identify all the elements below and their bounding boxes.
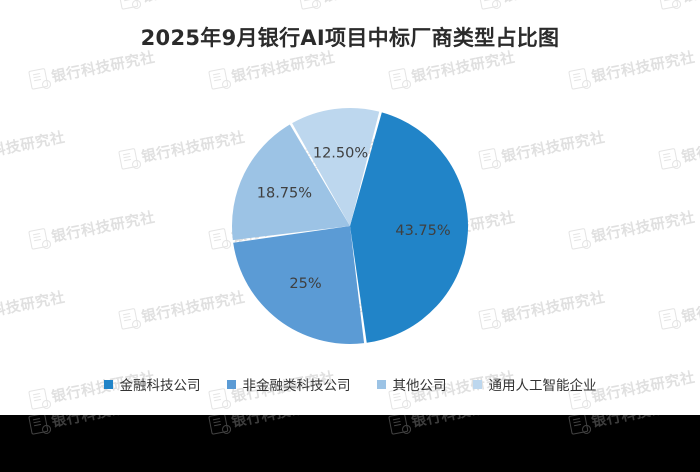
watermark-text: 银行科技研究社 <box>680 0 700 7</box>
pie-slice <box>231 124 350 241</box>
watermark-text: 银行科技研究社 <box>590 415 697 432</box>
document-icon <box>208 415 229 435</box>
watermark: 银行科技研究社 <box>0 286 67 331</box>
document-icon <box>658 147 679 170</box>
pie-slice-label: 43.75% <box>395 223 450 239</box>
document-icon <box>28 67 49 90</box>
chart-canvas: 2025年9月银行AI项目中标厂商类型占比图 43.75% 25% 18.75% 12… <box>0 0 700 415</box>
pie-slice-label: 18.75% <box>257 186 312 202</box>
watermark-text: 银行科技研究社 <box>0 289 67 326</box>
pie-label-group: 43.75% 25% 18.75% 12.50% <box>257 146 451 293</box>
pie-slice <box>292 107 380 226</box>
watermark: 银行科技研究社 <box>568 415 697 436</box>
watermark-text: 银行科技研究社 <box>50 49 157 86</box>
document-icon <box>478 0 499 10</box>
document-icon <box>208 67 229 90</box>
watermark-text: 银行科技研究社 <box>680 129 700 166</box>
watermark-text: 银行科技研究社 <box>140 129 247 166</box>
pie-slice-label: 12.50% <box>313 146 368 162</box>
watermark: 银行科技研究社 <box>388 415 517 436</box>
watermark-text: 银行科技研究社 <box>500 0 607 7</box>
legend-item[interactable]: 金融科技公司 <box>103 374 201 394</box>
legend-item-label: 通用人工智能企业 <box>488 378 597 394</box>
chart-title: 2025年9月银行AI项目中标厂商类型占比图 <box>140 26 560 50</box>
watermark: 银行科技研究社 <box>28 415 157 436</box>
legend-swatch-icon <box>376 379 386 389</box>
watermark: 银行科技研究社 <box>118 126 247 171</box>
watermark: 银行科技研究社 <box>208 415 337 436</box>
document-icon <box>28 227 49 250</box>
pie-slice <box>233 226 365 345</box>
document-icon <box>298 0 319 10</box>
watermark-text: 银行科技研究社 <box>0 129 67 166</box>
document-icon <box>118 0 139 10</box>
watermark-text: 银行科技研究社 <box>50 209 157 246</box>
watermark-text: 银行科技研究社 <box>230 49 337 86</box>
pie-slice <box>350 112 469 343</box>
pie-svg: 43.75% 25% 18.75% 12.50% <box>231 107 469 345</box>
document-icon <box>118 147 139 170</box>
watermark: 银行科技研究社 <box>568 46 697 91</box>
watermark-text: 银行科技研究社 <box>500 129 607 166</box>
document-icon <box>118 307 139 330</box>
document-icon <box>208 227 229 250</box>
pie-slice-group <box>231 107 469 345</box>
document-icon <box>478 307 499 330</box>
document-icon <box>658 307 679 330</box>
watermark-text: 银行科技研究社 <box>50 415 157 432</box>
watermark: 银行科技研究社 <box>388 46 517 91</box>
document-icon <box>388 415 409 435</box>
document-icon <box>658 0 679 10</box>
watermark: 银行科技研究社 <box>478 126 607 171</box>
watermark: 银行科技研究社 <box>28 206 157 251</box>
document-icon <box>568 227 589 250</box>
document-icon <box>28 415 49 435</box>
document-icon <box>568 67 589 90</box>
watermark-text: 银行科技研究社 <box>320 0 427 7</box>
legend-swatch-icon <box>103 379 113 389</box>
watermark: 银行科技研究社 <box>28 46 157 91</box>
watermark-text: 银行科技研究社 <box>680 289 700 326</box>
watermark: 银行科技研究社 <box>568 206 697 251</box>
watermark: 银行科技研究社 <box>658 0 700 11</box>
watermark-text: 银行科技研究社 <box>230 415 337 432</box>
legend-swatch-icon <box>472 379 482 389</box>
chart-legend: 金融科技公司 非金融类科技公司 其他公司 通用人工智能企业 <box>0 374 700 394</box>
watermark: 银行科技研究社 <box>118 286 247 331</box>
legend-item[interactable]: 通用人工智能企业 <box>472 374 597 394</box>
watermark: 银行科技研究社 <box>0 126 67 171</box>
watermark-text: 银行科技研究社 <box>410 49 517 86</box>
watermark: 银行科技研究社 <box>658 126 700 171</box>
watermark-layer-band: 银行科技研究社银行科技研究社银行科技研究社银行科技研究社银行科技研究社银行科技研… <box>0 415 700 472</box>
watermark-text: 银行科技研究社 <box>590 209 697 246</box>
watermark: 银行科技研究社 <box>658 286 700 331</box>
document-icon <box>478 147 499 170</box>
watermark-text: 银行科技研究社 <box>500 289 607 326</box>
document-icon <box>388 67 409 90</box>
watermark: 银行科技研究社 <box>478 286 607 331</box>
legend-item-label: 金融科技公司 <box>119 378 201 394</box>
legend-item-label: 非金融类科技公司 <box>242 378 351 394</box>
bottom-black-band: 银行科技研究社银行科技研究社银行科技研究社银行科技研究社银行科技研究社银行科技研… <box>0 415 700 472</box>
pie-slice-label: 25% <box>289 276 321 292</box>
watermark-text: 银行科技研究社 <box>140 0 247 7</box>
pie-chart: 43.75% 25% 18.75% 12.50% <box>231 107 469 345</box>
document-icon <box>568 415 589 435</box>
watermark: 银行科技研究社 <box>208 46 337 91</box>
watermark: 银行科技研究社 <box>0 0 67 11</box>
watermark-text: 银行科技研究社 <box>410 415 517 432</box>
watermark: 银行科技研究社 <box>118 0 247 11</box>
watermark: 银行科技研究社 <box>478 0 607 11</box>
legend-item[interactable]: 其他公司 <box>376 374 447 394</box>
watermark-text: 银行科技研究社 <box>140 289 247 326</box>
watermark-text: 银行科技研究社 <box>590 49 697 86</box>
watermark: 银行科技研究社 <box>298 0 427 11</box>
legend-item-label: 其他公司 <box>392 378 447 394</box>
legend-item[interactable]: 非金融类科技公司 <box>226 374 351 394</box>
watermark-text: 银行科技研究社 <box>0 0 67 7</box>
legend-swatch-icon <box>226 379 236 389</box>
